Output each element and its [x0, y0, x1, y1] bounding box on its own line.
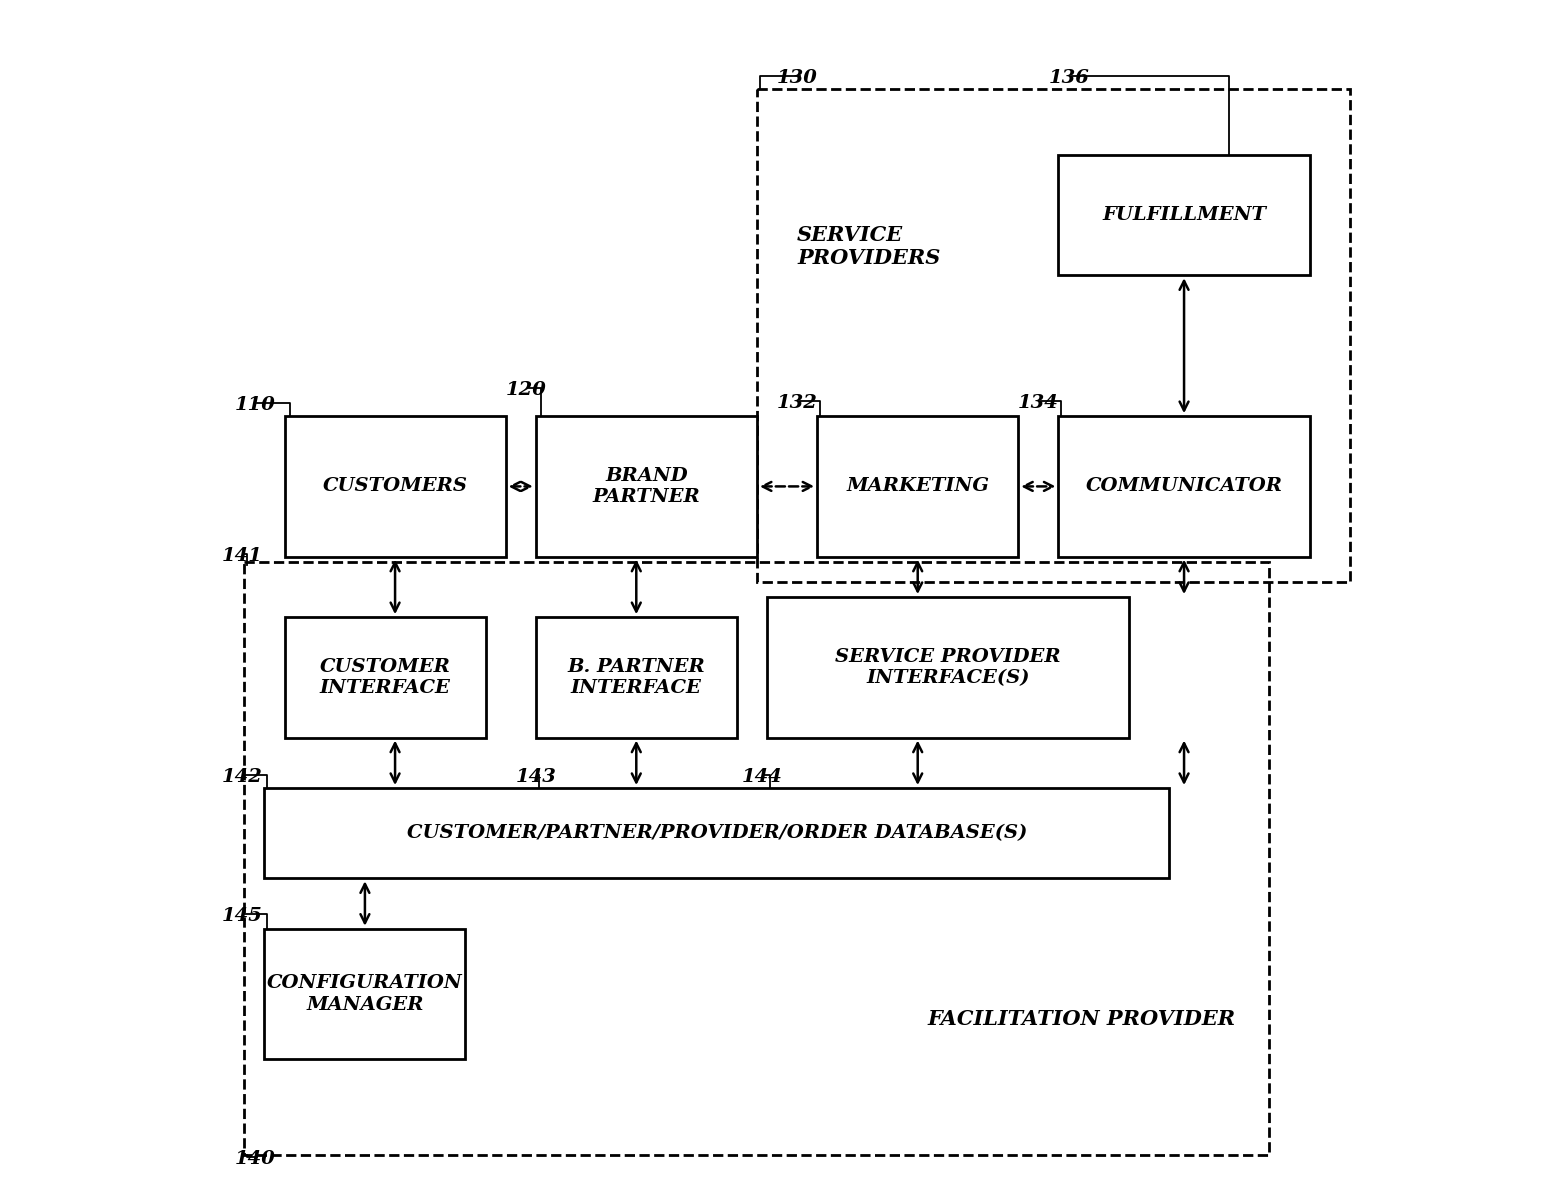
Text: B. PARTNER: B. PARTNER: [567, 657, 706, 675]
Bar: [536, 417, 757, 556]
Bar: [536, 618, 737, 738]
Text: 145: 145: [222, 907, 263, 925]
Bar: [1058, 417, 1310, 556]
Text: 132: 132: [777, 394, 817, 412]
Text: CUSTOMER: CUSTOMER: [320, 657, 451, 675]
Bar: [757, 89, 1350, 582]
Bar: [244, 562, 1270, 1155]
Text: INTERFACE: INTERFACE: [320, 679, 451, 697]
Text: 141: 141: [222, 547, 263, 565]
Text: 142: 142: [222, 768, 263, 786]
Text: INTERFACE: INTERFACE: [570, 679, 702, 697]
Bar: [768, 597, 1128, 738]
Text: 140: 140: [235, 1150, 275, 1168]
Text: MANAGER: MANAGER: [306, 996, 424, 1014]
Text: 110: 110: [235, 396, 275, 414]
Text: 144: 144: [741, 768, 783, 786]
Text: BRAND: BRAND: [605, 467, 688, 485]
Text: FACILITATION PROVIDER: FACILITATION PROVIDER: [928, 1009, 1235, 1029]
Text: MARKETING: MARKETING: [847, 478, 990, 495]
Text: CONFIGURATION: CONFIGURATION: [267, 974, 463, 992]
Text: PARTNER: PARTNER: [592, 488, 701, 506]
Bar: [284, 618, 485, 738]
Text: 130: 130: [777, 70, 817, 88]
Text: INTERFACE(S): INTERFACE(S): [866, 669, 1030, 687]
Bar: [264, 928, 466, 1060]
Text: 120: 120: [505, 380, 547, 399]
Text: SERVICE
PROVIDERS: SERVICE PROVIDERS: [797, 225, 940, 268]
Text: COMMUNICATOR: COMMUNICATOR: [1086, 478, 1282, 495]
Text: 134: 134: [1018, 394, 1060, 412]
Bar: [1058, 155, 1310, 276]
Text: 143: 143: [516, 768, 556, 786]
Bar: [264, 787, 1169, 879]
Text: SERVICE PROVIDER: SERVICE PROVIDER: [834, 648, 1061, 666]
Bar: [284, 417, 505, 556]
Text: FULFILLMENT: FULFILLMENT: [1102, 206, 1267, 224]
Bar: [817, 417, 1018, 556]
Text: CUSTOMER/PARTNER/PROVIDER/ORDER DATABASE(S): CUSTOMER/PARTNER/PROVIDER/ORDER DATABASE…: [407, 825, 1027, 842]
Text: CUSTOMERS: CUSTOMERS: [323, 478, 468, 495]
Text: 136: 136: [1049, 70, 1089, 88]
